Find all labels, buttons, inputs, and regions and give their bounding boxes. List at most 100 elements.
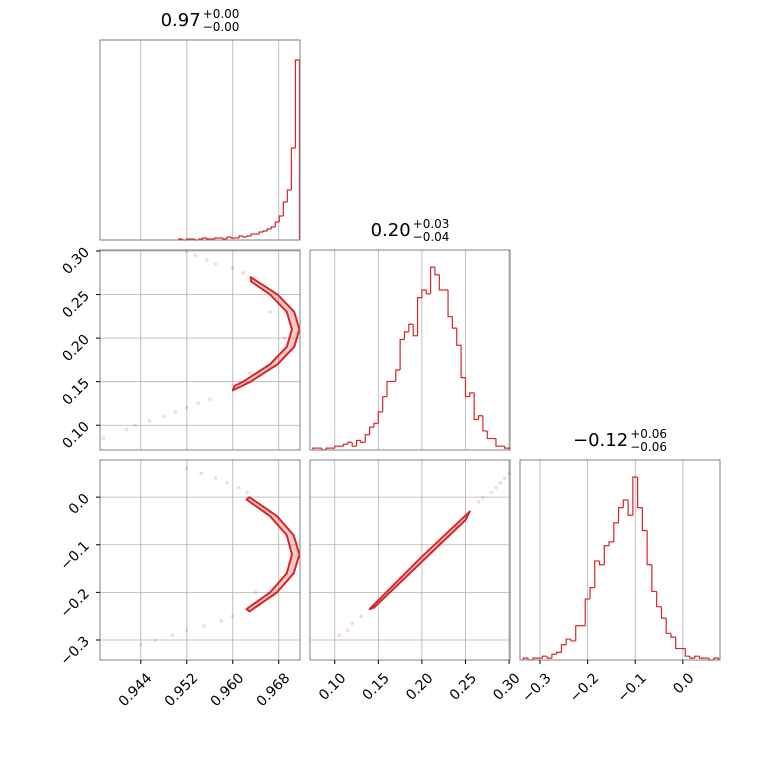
histogram-bin: [613, 522, 619, 542]
title-lower-error: −0.00: [203, 20, 240, 34]
histogram-bin: [294, 59, 301, 240]
panel-frame: [309, 249, 511, 451]
histogram-bin: [266, 228, 272, 231]
sample-point: [202, 623, 206, 628]
histogram-bin: [347, 441, 353, 445]
histogram-bin: [364, 434, 370, 443]
histogram-bin: [660, 606, 667, 619]
sample-point: [282, 336, 287, 340]
sample-point: [230, 266, 235, 271]
density-contour: [368, 510, 471, 611]
histogram-bin: [334, 445, 340, 449]
histogram-bin: [603, 545, 610, 565]
histogram-bin: [541, 655, 548, 659]
histogram-bin: [258, 231, 264, 234]
histogram-bin: [262, 230, 268, 232]
sample-point: [248, 371, 252, 375]
histogram-bin: [460, 345, 466, 379]
histogram-bin: [622, 499, 629, 508]
histogram-bin: [278, 215, 284, 222]
histogram-bin: [646, 530, 652, 566]
title-lower-error: −0.04: [413, 230, 450, 244]
sample-point: [241, 270, 245, 275]
histogram-bin: [684, 648, 690, 657]
sample-point: [133, 423, 137, 428]
sample-point: [173, 410, 178, 414]
sample-point: [489, 490, 494, 495]
sample-point: [153, 638, 157, 642]
histogram-bin: [274, 221, 280, 227]
y-tick-label: 0.20: [59, 332, 92, 365]
histogram-bin: [360, 440, 366, 443]
histogram-bin: [551, 653, 557, 659]
sample-point: [213, 262, 218, 266]
histogram-bin: [342, 443, 348, 447]
y-tick-label: 0.25: [59, 288, 92, 321]
histogram-bin: [226, 236, 232, 239]
sample-point: [225, 481, 229, 485]
histogram-bin: [632, 476, 638, 516]
x-tick-label: 0.960: [208, 670, 248, 710]
sample-point: [498, 481, 503, 485]
histogram-bin: [556, 651, 562, 655]
histogram-bin: [438, 274, 444, 291]
histogram-bin: [202, 237, 207, 239]
sample-point: [184, 466, 189, 471]
histogram-bin: [641, 507, 648, 532]
sample-point: [268, 310, 272, 314]
histogram-bin: [473, 392, 479, 421]
histogram-bin: [373, 422, 379, 428]
sample-point: [139, 642, 143, 647]
histogram-bin: [246, 235, 252, 237]
sample-point: [359, 614, 363, 618]
histogram-bin: [412, 324, 418, 337]
histogram-bin: [250, 233, 256, 236]
x-tick-label: −0.1: [614, 670, 649, 705]
panel-frame: [99, 459, 301, 661]
sample-point: [245, 490, 249, 495]
sample-point: [230, 614, 235, 618]
histogram-bin: [290, 147, 296, 190]
histogram-bin: [477, 415, 483, 420]
histogram-bin: [532, 657, 538, 660]
histogram-bin: [713, 657, 720, 660]
histogram-bin: [575, 625, 581, 641]
y-tick-label: −0.1: [57, 538, 92, 573]
panel-frame: [309, 459, 511, 661]
histogram-bin: [504, 446, 510, 450]
sample-point: [147, 419, 152, 423]
histogram-bin: [482, 415, 488, 432]
panel-frame: [99, 249, 301, 451]
panel-title: −0.12: [573, 430, 628, 451]
histogram-bin: [570, 639, 576, 642]
histogram-bin: [565, 638, 571, 645]
y-tick-label: 0.10: [59, 419, 92, 452]
histogram-bin: [270, 226, 276, 229]
histogram-bin: [698, 656, 705, 659]
histogram-bin: [408, 323, 414, 332]
histogram-bin: [689, 656, 695, 659]
sample-point: [184, 628, 189, 633]
panel-frame: [519, 459, 721, 661]
histogram-bin: [222, 238, 228, 240]
histogram-bin: [395, 369, 401, 382]
sample-point: [170, 633, 175, 638]
sample-point: [124, 427, 129, 432]
x-tick-label: −0.3: [519, 670, 554, 705]
sample-point: [161, 414, 166, 419]
title-upper-error: +0.03: [413, 217, 450, 231]
panel-title: 0.20: [371, 220, 411, 241]
histogram-bin: [434, 267, 440, 276]
sample-point: [213, 476, 218, 480]
histogram-bin: [282, 201, 288, 216]
sample-point: [236, 485, 241, 490]
histogram-bin: [355, 439, 361, 447]
histogram-bin: [377, 411, 383, 424]
sample-point: [205, 257, 209, 262]
histogram-bin: [403, 331, 409, 340]
histogram-bin: [456, 328, 462, 346]
x-tick-label: 0.30: [490, 670, 523, 703]
histogram-bin: [560, 644, 567, 653]
histogram-bin: [430, 266, 435, 294]
